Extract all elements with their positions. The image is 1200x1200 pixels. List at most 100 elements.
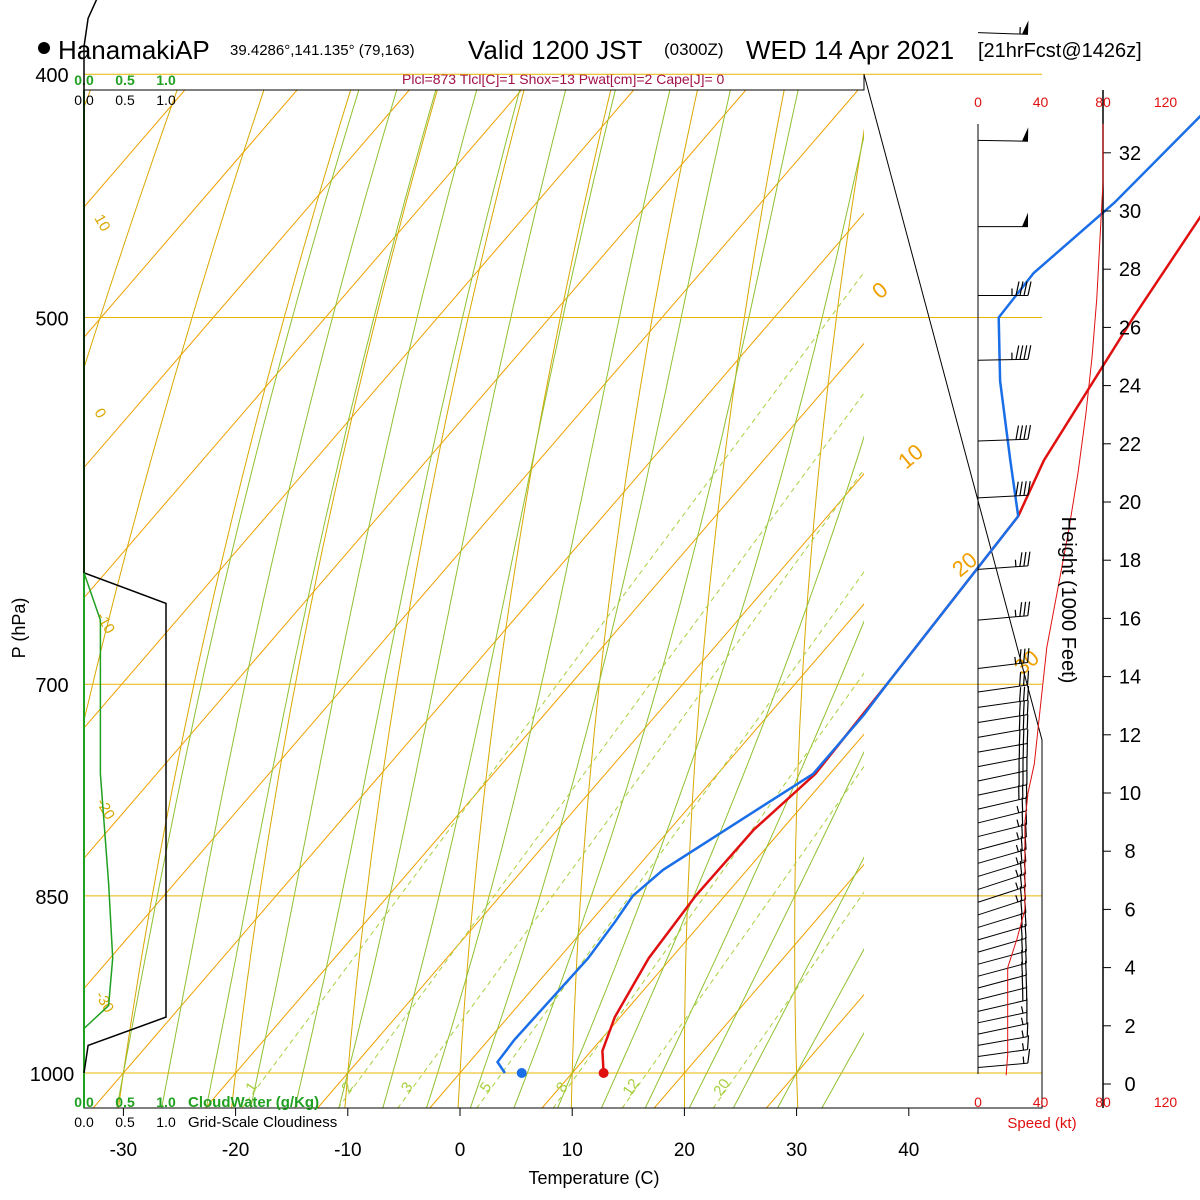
wind-barb-feather <box>1018 687 1022 702</box>
mixing-ratio-label: 2 <box>338 1079 357 1096</box>
wind-barb-feather <box>1023 425 1028 440</box>
isotherm-line <box>205 342 864 1108</box>
wind-barb <box>977 551 1031 570</box>
height-tick-label: 16 <box>1119 608 1141 630</box>
height-tick-label: 4 <box>1124 958 1135 980</box>
moist-adiabat-line <box>469 90 731 1108</box>
wind-barb-feather <box>1023 345 1028 360</box>
wind-barb-feather <box>1027 345 1032 360</box>
wind-barb-staff <box>977 1011 1028 1024</box>
isobars: 2503004005007008501000 <box>30 65 1042 1086</box>
cloudwater-scale-top: 1.0 <box>156 72 176 88</box>
height-tick-label: 6 <box>1124 899 1135 921</box>
wind-barb <box>977 796 1028 824</box>
cloudwater-profile-line <box>83 572 114 1030</box>
isotherm-line <box>653 863 864 1108</box>
temperature-tick-label: -20 <box>222 1140 249 1161</box>
moist-adiabat-line <box>688 750 864 1108</box>
dry-adiabat-line <box>457 90 612 1108</box>
isotherm-line <box>541 733 864 1108</box>
cloudwater-scale-top: 0.5 <box>115 72 135 88</box>
wind-barb-staff <box>977 999 1027 1012</box>
valid-date: WED 14 Apr 2021 <box>746 35 954 65</box>
isotherm-line <box>317 473 864 1108</box>
wind-barb <box>977 648 1030 670</box>
wind-barb-feather <box>1018 671 1022 687</box>
cloudiness-scale-top: 0.5 <box>115 92 135 108</box>
wind-barb-feather <box>1023 551 1027 567</box>
wind-barb-staff <box>977 898 1026 916</box>
wind-barb <box>977 742 1028 768</box>
wind-barb <box>977 973 1028 1001</box>
stability-indices: Plcl=873 Tlcl[C]=1 Shox=13 Pwat[cm]=2 Ca… <box>402 71 725 87</box>
moist-adiabat-line <box>161 90 398 1108</box>
wind-barb-feather <box>1023 281 1028 296</box>
cloudwater-scale-bottom: 1.0 <box>156 1094 176 1110</box>
wind-barb-staff <box>977 886 1026 903</box>
wind-barb-feather <box>1015 281 1020 296</box>
wind-barb <box>977 127 1029 142</box>
wind-barb-staff <box>977 661 1028 670</box>
speed-tick-label-top: 0 <box>974 94 982 110</box>
wind-barb-feather <box>1021 937 1024 953</box>
cloudwater-label: CloudWater (g/Kg) <box>188 1094 319 1111</box>
wind-barb-feather <box>1027 648 1030 663</box>
station-coords: 39.4286°,141.135° (79,163) <box>230 42 415 59</box>
wind-barb-feather <box>1026 1022 1029 1037</box>
wind-barb-feather <box>1026 714 1029 729</box>
moist-adiabat-line <box>644 620 864 1108</box>
temperature-tick-label: 0 <box>455 1140 466 1161</box>
moist-adiabat-line <box>382 90 616 1108</box>
wind-barb-feather <box>1019 552 1023 567</box>
mixing-ratio-label: 20 <box>710 1076 733 1099</box>
cloudiness-scale-bottom: 0.5 <box>115 1114 135 1130</box>
wind-barb-staff <box>977 770 1028 782</box>
wind-barb-feather <box>1027 481 1031 496</box>
wind-barb-half-feather <box>1021 1043 1025 1051</box>
wind-barb <box>977 670 1030 693</box>
moist-adiabat-line <box>294 90 521 1108</box>
speed-axis-title: Speed (kt) <box>1007 1115 1076 1132</box>
moist-adiabat-line <box>557 133 864 1108</box>
isotherm-line <box>92 212 864 1108</box>
wind-barb <box>977 686 1030 708</box>
wind-barb-staff <box>977 728 1028 738</box>
height-tick-label: 0 <box>1124 1074 1135 1096</box>
isotherm-line <box>84 90 410 469</box>
wind-barb-feather <box>1019 602 1023 617</box>
x-axis-title: Temperature (C) <box>528 1168 659 1188</box>
height-tick-label: 18 <box>1119 550 1141 572</box>
speed-tick-label-bottom: 0 <box>974 1094 982 1110</box>
speed-tick-label-top: 120 <box>1154 94 1178 110</box>
moist-adiabat-label: 20 <box>947 547 982 582</box>
speed-tick-label-top: 40 <box>1033 94 1049 110</box>
isotherm-line <box>429 603 864 1108</box>
wind-barb-feather <box>1019 281 1024 296</box>
height-tick-label: 30 <box>1119 201 1141 223</box>
mixing-ratio-line <box>712 891 864 1108</box>
wind-barb-feather <box>1026 729 1029 744</box>
isotherm-line <box>766 993 864 1108</box>
wind-barb <box>977 20 1029 35</box>
wind-barb-feather <box>1019 425 1024 440</box>
cloudiness-scale-bottom: 1.0 <box>156 1114 176 1130</box>
pressure-tick-label: 700 <box>35 675 68 697</box>
wind-barb-feather <box>1027 551 1031 566</box>
isotherm-line <box>84 90 635 729</box>
wind-barb <box>977 756 1028 782</box>
dry-adiabat-line <box>231 90 438 1108</box>
wind-barb-feather <box>1023 648 1026 663</box>
mixing-ratio-label: 12 <box>619 1076 642 1099</box>
isotherm-line <box>84 90 859 990</box>
wind-barb-half-feather <box>1015 895 1019 903</box>
mixing-ratio-line <box>241 271 864 1108</box>
isotherm-line <box>879 90 1200 1108</box>
wind-barb-staff <box>977 139 1029 142</box>
dry-adiabat-line <box>683 90 785 1108</box>
wind-barb-staff <box>977 797 1027 810</box>
wind-barb <box>977 1048 1031 1069</box>
dry-adiabat-line <box>794 127 864 1108</box>
pressure-tick-label: 500 <box>35 308 68 330</box>
wind-barb-pennant <box>1021 20 1029 35</box>
